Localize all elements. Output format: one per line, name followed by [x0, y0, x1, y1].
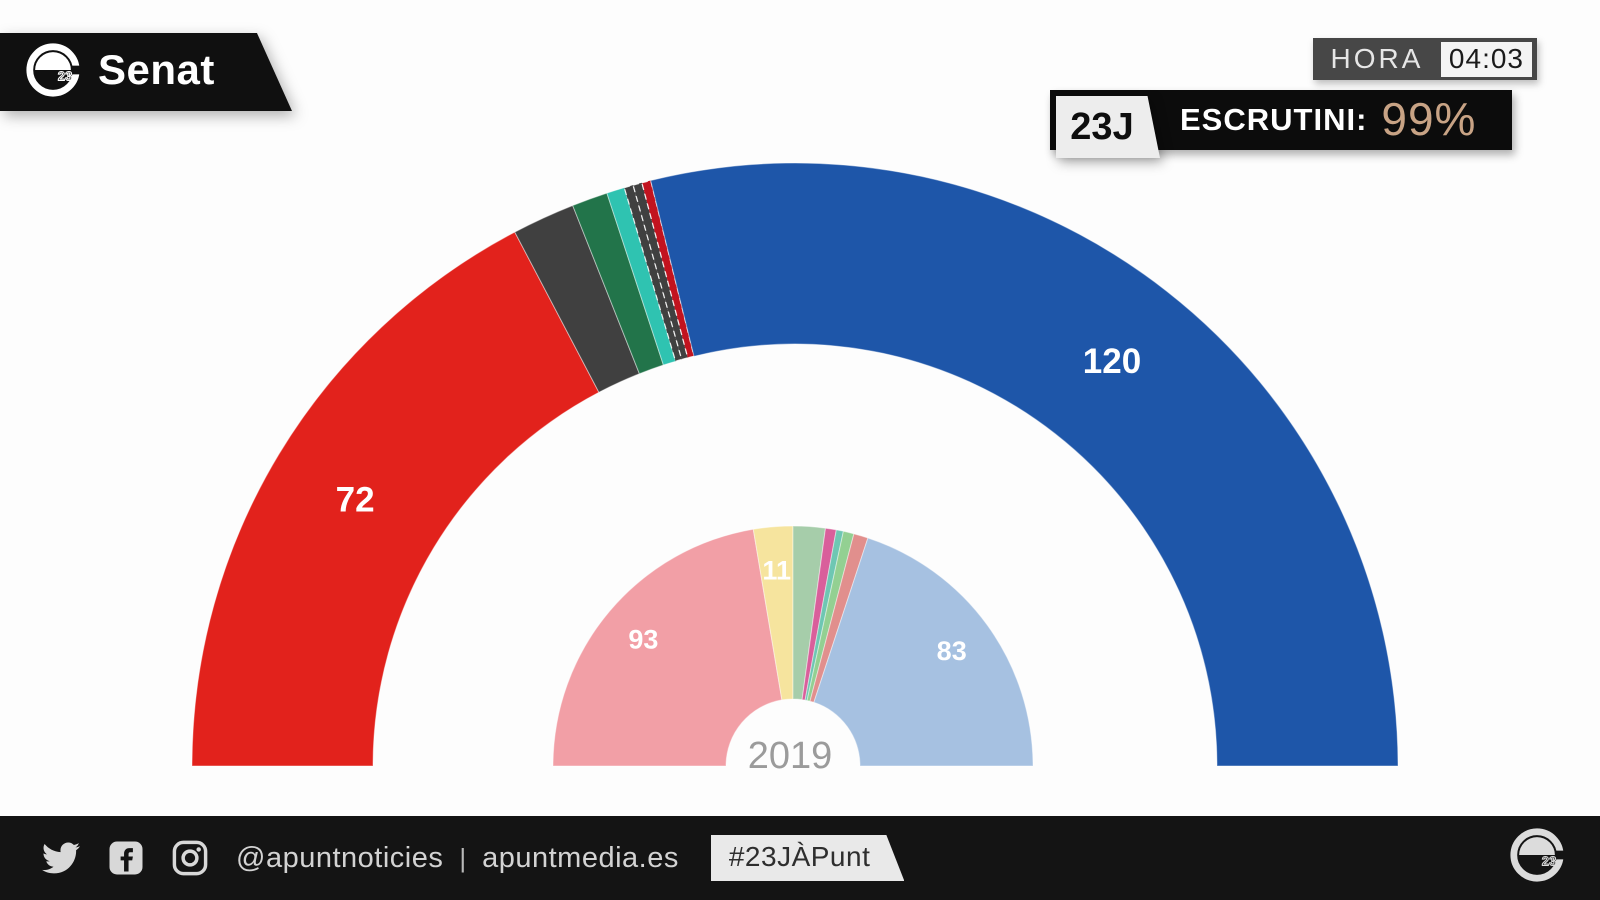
- chart-segment: [191, 231, 600, 767]
- hashtag-label: #23JÀPunt: [728, 841, 871, 872]
- hashtag-tag-wrap: #23JÀPunt: [711, 835, 905, 881]
- segment-seat-label: 72: [336, 481, 375, 520]
- twitter-icon: [42, 842, 80, 874]
- hashtag-tag: #23JÀPunt: [711, 835, 905, 881]
- clock-value: 04:03: [1440, 41, 1532, 77]
- chart-segment: [632, 182, 689, 361]
- senat-banner-wrap: 23 Senat: [0, 33, 292, 111]
- chart-segment: [641, 179, 695, 359]
- footer-separator: |: [459, 842, 467, 873]
- date-badge: 23J: [1056, 96, 1160, 158]
- facebook-icon: [109, 841, 143, 875]
- year-label: 2019: [748, 735, 833, 777]
- website-url: apuntmedia.es: [482, 841, 679, 874]
- social-handle: @apuntnoticies: [236, 841, 444, 874]
- date-badge-label: 23J: [1070, 105, 1134, 148]
- hora-label: HORA: [1330, 43, 1424, 74]
- date-badge-wrap: 23J: [1056, 96, 1160, 158]
- escrutini-label: ESCRUTINI:: [1180, 102, 1368, 137]
- chart-segment: [806, 530, 855, 702]
- apunt-23-logo-footer-icon: 23: [1508, 826, 1568, 889]
- chart-segment: [792, 525, 827, 701]
- apunt-23-logo-icon: 23: [24, 41, 84, 104]
- segment-seat-label: 11: [762, 556, 791, 586]
- hora-bar: HORA 04:03: [1313, 38, 1537, 80]
- chart-segment: [752, 525, 794, 701]
- svg-text:23: 23: [58, 69, 73, 83]
- senat-banner: 23 Senat: [0, 33, 292, 111]
- chart-segment: [514, 204, 641, 393]
- chart-segment: [552, 528, 783, 767]
- chart-segment: [804, 529, 844, 702]
- chart-segment: [801, 527, 837, 701]
- chart-segment: [650, 162, 1399, 767]
- footer-bar: @apuntnoticies | apuntmedia.es #23JÀPunt: [0, 816, 1600, 900]
- page-title: Senat: [98, 46, 215, 93]
- segment-seat-label: 120: [1083, 342, 1141, 381]
- chart-segment: [572, 192, 665, 375]
- chart-segment: [813, 537, 1034, 767]
- chart-segment: [809, 533, 869, 703]
- svg-text:23: 23: [1542, 855, 1557, 869]
- escrutini-percentage: 99%: [1381, 93, 1477, 145]
- instagram-icon: [172, 840, 208, 876]
- segment-seat-label: 93: [628, 624, 658, 654]
- chart-segment: [606, 187, 677, 366]
- segment-seat-label: 83: [937, 636, 967, 666]
- chart-segment: [623, 184, 683, 363]
